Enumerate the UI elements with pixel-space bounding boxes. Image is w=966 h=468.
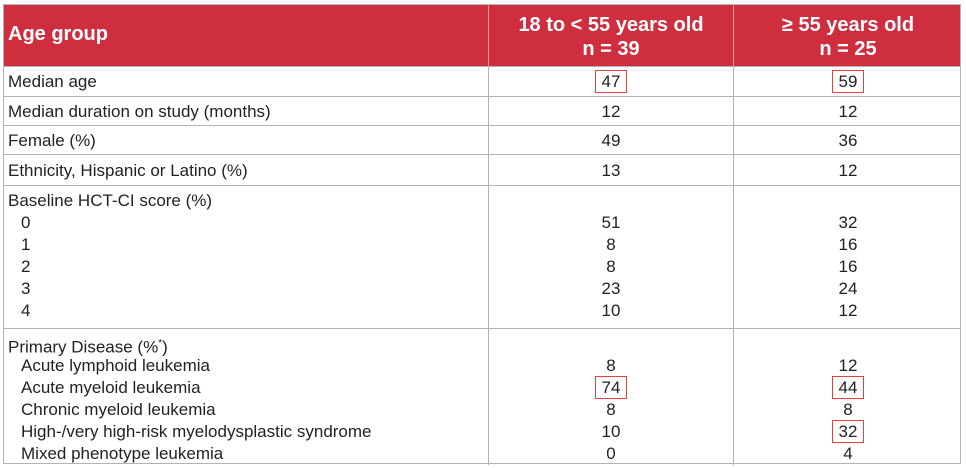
row-label: Ethnicity, Hispanic or Latino (%) [8, 161, 248, 180]
female-old-value: 36 [838, 131, 858, 150]
female-young-value: 49 [601, 131, 621, 150]
disease-mds-young-value: 10 [601, 422, 621, 441]
hctci-label: Baseline HCT-CI score (%) [8, 191, 213, 210]
hctci-3-old-value: 24 [838, 279, 858, 298]
disease-cml-old-value: 8 [843, 400, 853, 419]
row-label: Median age [8, 72, 97, 91]
table-row-duration: Median duration on study (months) 12 12 [4, 97, 960, 126]
hctci-0-old-value: 32 [838, 213, 858, 232]
header-cell-age-group: Age group [4, 5, 489, 66]
disease-mpal: Mixed phenotype leukemia [21, 444, 224, 463]
disease-mpal-young-value: 0 [606, 444, 616, 463]
header-young-n: n = 39 [582, 38, 640, 60]
hctci-score-3: 3 [21, 279, 31, 298]
row-label: Median duration on study (months) [8, 102, 271, 121]
header-cell-old: ≥ 55 years old n = 25 [734, 5, 962, 66]
hctci-3-young-value: 23 [601, 279, 621, 298]
disease-all-young-value: 8 [606, 356, 616, 375]
disease-aml-old-value: 44 [831, 376, 865, 399]
hctci-2-old-value: 16 [838, 257, 858, 276]
ethnicity-young-value: 13 [601, 161, 621, 180]
table-row-female: Female (%) 49 36 [4, 126, 960, 155]
table-row-ethnicity: Ethnicity, Hispanic or Latino (%) 13 12 [4, 155, 960, 186]
duration-old-value: 12 [838, 102, 858, 121]
hctci-1-old-value: 16 [838, 235, 858, 254]
row-label: Female (%) [8, 131, 96, 150]
hctci-score-4: 4 [21, 301, 31, 320]
table-row-hctci: Baseline HCT-CI score (%) 0 1 2 3 4 51 8… [4, 186, 960, 329]
hctci-0-young-value: 51 [601, 213, 621, 232]
median-age-old-value: 59 [831, 70, 865, 93]
header-cell-young: 18 to < 55 years old n = 39 [489, 5, 734, 66]
median-age-young-value: 47 [594, 70, 628, 93]
disease-aml-young-value: 74 [594, 376, 628, 399]
hctci-score-0: 0 [21, 213, 31, 232]
disease-aml: Acute myeloid leukemia [21, 378, 201, 397]
hctci-score-2: 2 [21, 257, 31, 276]
hctci-score-1: 1 [21, 235, 31, 254]
table-row-median-age: Median age 47 59 [4, 67, 960, 97]
hctci-1-young-value: 8 [606, 235, 616, 254]
header-old-n: n = 25 [819, 38, 877, 60]
table-row-primary-disease: Primary Disease (%*) Acute lymphoid leuk… [4, 329, 960, 465]
ethnicity-old-value: 12 [838, 161, 858, 180]
header-young-label: 18 to < 55 years old [518, 14, 704, 36]
disease-mds-old-value: 32 [831, 420, 865, 443]
header-title: Age group [8, 23, 108, 45]
age-group-table: Age group 18 to < 55 years old n = 39 ≥ … [3, 4, 961, 465]
header-old-label: ≥ 55 years old [781, 14, 915, 36]
disease-all: Acute lymphoid leukemia [21, 356, 210, 375]
hctci-2-young-value: 8 [606, 257, 616, 276]
table-header-row: Age group 18 to < 55 years old n = 39 ≥ … [4, 5, 960, 67]
disease-all-old-value: 12 [838, 356, 858, 375]
disease-mds: High-/very high-risk myelodysplastic syn… [21, 422, 372, 441]
hctci-4-young-value: 10 [601, 301, 621, 320]
disease-mpal-old-value: 4 [843, 444, 853, 463]
primary-disease-label: Primary Disease (%*) [8, 337, 168, 357]
disease-cml-young-value: 8 [606, 400, 616, 419]
disease-cml: Chronic myeloid leukemia [21, 400, 216, 419]
hctci-4-old-value: 12 [838, 301, 858, 320]
duration-young-value: 12 [601, 102, 621, 121]
